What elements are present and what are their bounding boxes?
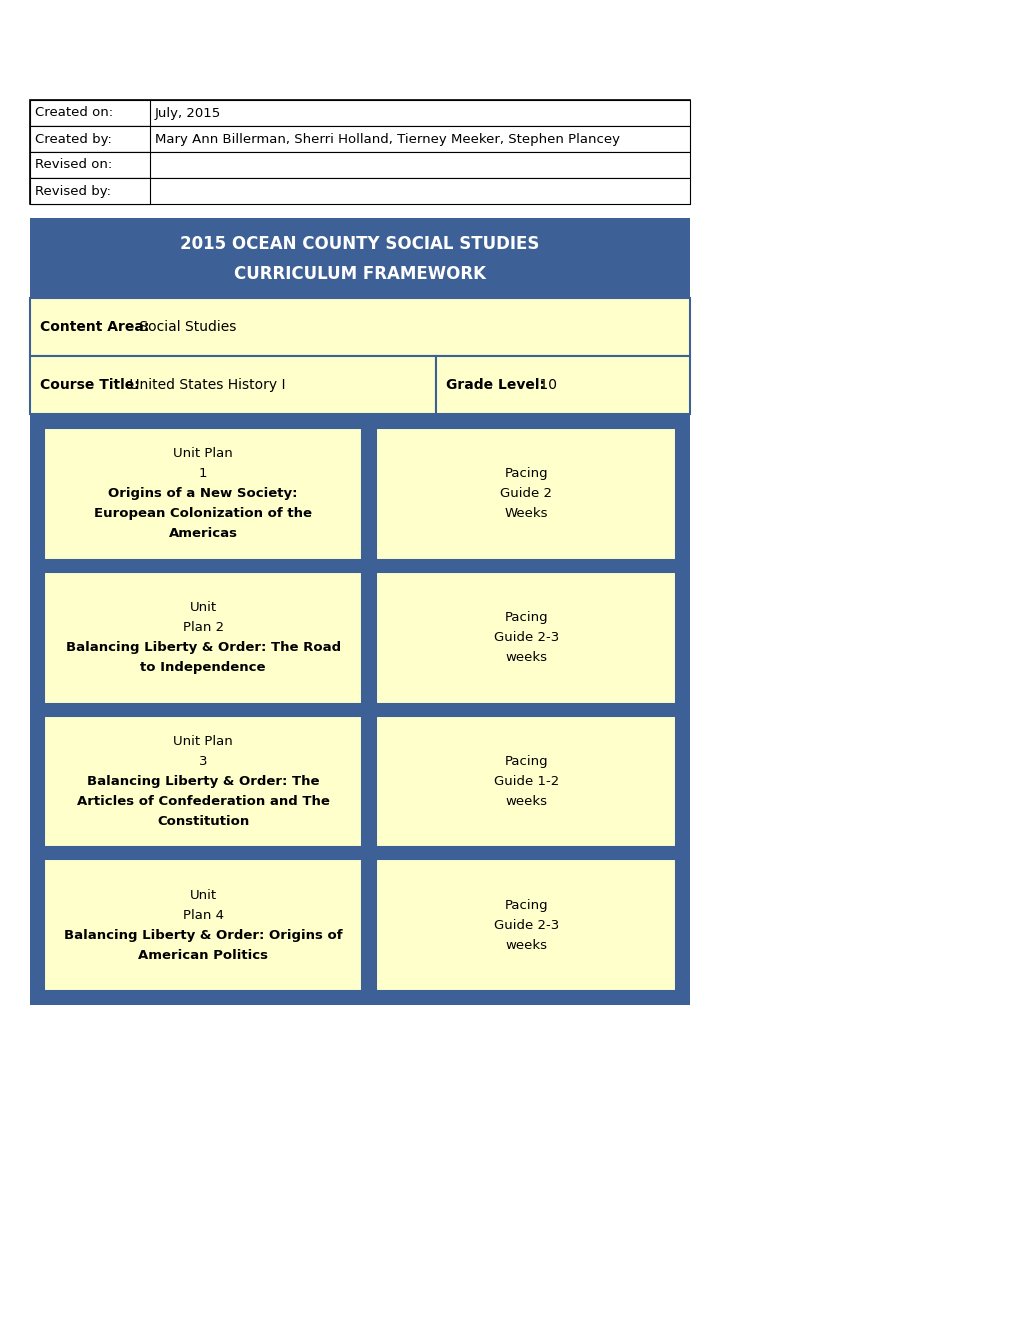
Text: Revised by:: Revised by: xyxy=(35,185,111,198)
Text: 3: 3 xyxy=(199,755,207,768)
Text: Unit: Unit xyxy=(190,601,216,614)
Bar xyxy=(30,218,689,1005)
Text: Pacing: Pacing xyxy=(503,611,547,624)
Bar xyxy=(44,715,362,847)
Text: weeks: weeks xyxy=(504,651,546,664)
Bar xyxy=(30,100,150,125)
Text: Created by:: Created by: xyxy=(35,132,112,145)
Text: Plan 4: Plan 4 xyxy=(182,908,223,921)
Bar xyxy=(44,572,362,704)
Bar xyxy=(376,715,676,847)
Text: American Politics: American Politics xyxy=(138,949,268,962)
Text: European Colonization of the: European Colonization of the xyxy=(94,507,312,520)
Text: Guide 2-3: Guide 2-3 xyxy=(493,631,558,644)
Text: Origins of a New Society:: Origins of a New Society: xyxy=(108,487,298,500)
Text: Pacing: Pacing xyxy=(503,755,547,768)
Text: 10: 10 xyxy=(534,378,556,392)
Bar xyxy=(30,152,689,178)
Text: Americas: Americas xyxy=(168,528,237,540)
Text: Unit Plan: Unit Plan xyxy=(173,735,232,748)
Bar xyxy=(435,356,689,414)
Bar xyxy=(30,125,689,152)
Text: Unit: Unit xyxy=(190,888,216,902)
Text: Constitution: Constitution xyxy=(157,814,249,828)
Text: weeks: weeks xyxy=(504,939,546,952)
Text: Guide 2-3: Guide 2-3 xyxy=(493,919,558,932)
Text: Guide 1-2: Guide 1-2 xyxy=(493,775,558,788)
Text: 1: 1 xyxy=(199,467,207,480)
Text: weeks: weeks xyxy=(504,795,546,808)
Text: Pacing: Pacing xyxy=(503,899,547,912)
Bar xyxy=(30,298,689,356)
Bar xyxy=(376,859,676,991)
Text: Unit Plan: Unit Plan xyxy=(173,447,232,461)
Bar xyxy=(44,859,362,991)
Bar xyxy=(30,100,689,125)
Text: Content Area:: Content Area: xyxy=(40,319,149,334)
Text: Created on:: Created on: xyxy=(35,107,113,120)
Bar xyxy=(44,428,362,560)
Bar xyxy=(376,572,676,704)
Bar xyxy=(376,428,676,560)
Bar xyxy=(30,178,689,205)
Text: to Independence: to Independence xyxy=(141,661,266,675)
Bar xyxy=(30,218,689,298)
Text: United States History I: United States History I xyxy=(124,378,285,392)
Text: Balancing Liberty & Order: The: Balancing Liberty & Order: The xyxy=(87,775,319,788)
Text: Course Title:: Course Title: xyxy=(40,378,140,392)
Bar xyxy=(30,100,689,205)
Text: Grade Level:: Grade Level: xyxy=(445,378,544,392)
Text: Balancing Liberty & Order: Origins of: Balancing Liberty & Order: Origins of xyxy=(64,929,342,941)
Text: Social Studies: Social Studies xyxy=(135,319,236,334)
Text: Guide 2: Guide 2 xyxy=(499,487,551,500)
Text: CURRICULUM FRAMEWORK: CURRICULUM FRAMEWORK xyxy=(233,265,485,282)
Bar xyxy=(30,178,150,205)
Bar xyxy=(30,356,435,414)
Bar xyxy=(30,152,150,178)
Text: Revised on:: Revised on: xyxy=(35,158,112,172)
Text: Articles of Confederation and The: Articles of Confederation and The xyxy=(76,795,329,808)
Bar xyxy=(30,125,150,152)
Text: Mary Ann Billerman, Sherri Holland, Tierney Meeker, Stephen Plancey: Mary Ann Billerman, Sherri Holland, Tier… xyxy=(155,132,620,145)
Text: Plan 2: Plan 2 xyxy=(182,622,223,634)
Text: Balancing Liberty & Order: The Road: Balancing Liberty & Order: The Road xyxy=(65,642,340,655)
Text: July, 2015: July, 2015 xyxy=(155,107,221,120)
Text: Weeks: Weeks xyxy=(503,507,547,520)
Text: Pacing: Pacing xyxy=(503,467,547,480)
Text: 2015 OCEAN COUNTY SOCIAL STUDIES: 2015 OCEAN COUNTY SOCIAL STUDIES xyxy=(180,235,539,252)
